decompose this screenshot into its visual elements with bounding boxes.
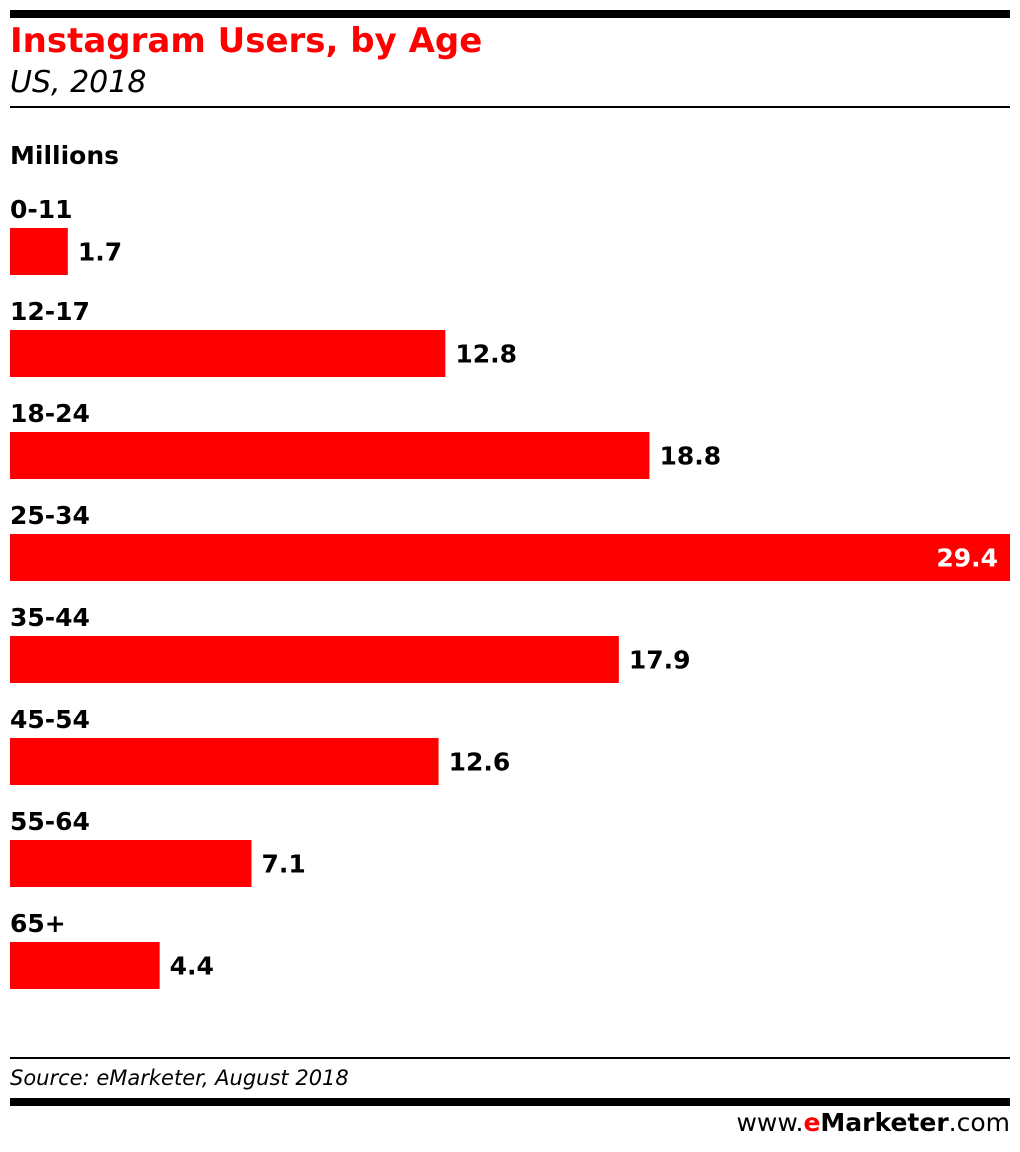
category-label: 0-11 [10,195,73,224]
bar [10,840,252,887]
category-label: 25-34 [10,501,90,530]
bar [10,636,619,683]
site-prefix: www. [736,1108,804,1137]
bar [10,432,650,479]
chart-subtitle: US, 2018 [10,65,147,100]
bar [10,534,1010,581]
top-rule [10,10,1010,18]
value-label: 29.4 [936,544,998,573]
category-label: 12-17 [10,297,90,326]
value-label: 12.6 [449,748,511,777]
value-label: 17.9 [629,646,691,675]
bar [10,942,160,989]
value-label: 1.7 [78,238,122,267]
site-credit: www.eMarketer.com [736,1106,1010,1140]
bar [10,330,446,377]
unit-label: Millions [10,141,120,170]
chart-title: Instagram Users, by Age [10,21,483,61]
category-label: 45-54 [10,705,90,734]
source-note: Source: eMarketer, August 2018 [10,1066,349,1090]
site-brand-rest: Marketer [820,1108,949,1137]
value-label: 4.4 [170,952,214,981]
bar [10,228,68,275]
footer-divider [10,1057,1010,1059]
category-label: 35-44 [10,603,90,632]
bottom-rule [10,1098,1010,1106]
site-suffix: .com [948,1108,1010,1137]
category-label: 65+ [10,909,66,938]
category-label: 18-24 [10,399,90,428]
category-label: 55-64 [10,807,90,836]
site-brand-e: e [803,1108,821,1137]
bar [10,738,439,785]
value-label: 18.8 [659,442,721,471]
value-label: 7.1 [261,850,305,879]
value-label: 12.8 [455,340,517,369]
header-divider [10,106,1010,108]
